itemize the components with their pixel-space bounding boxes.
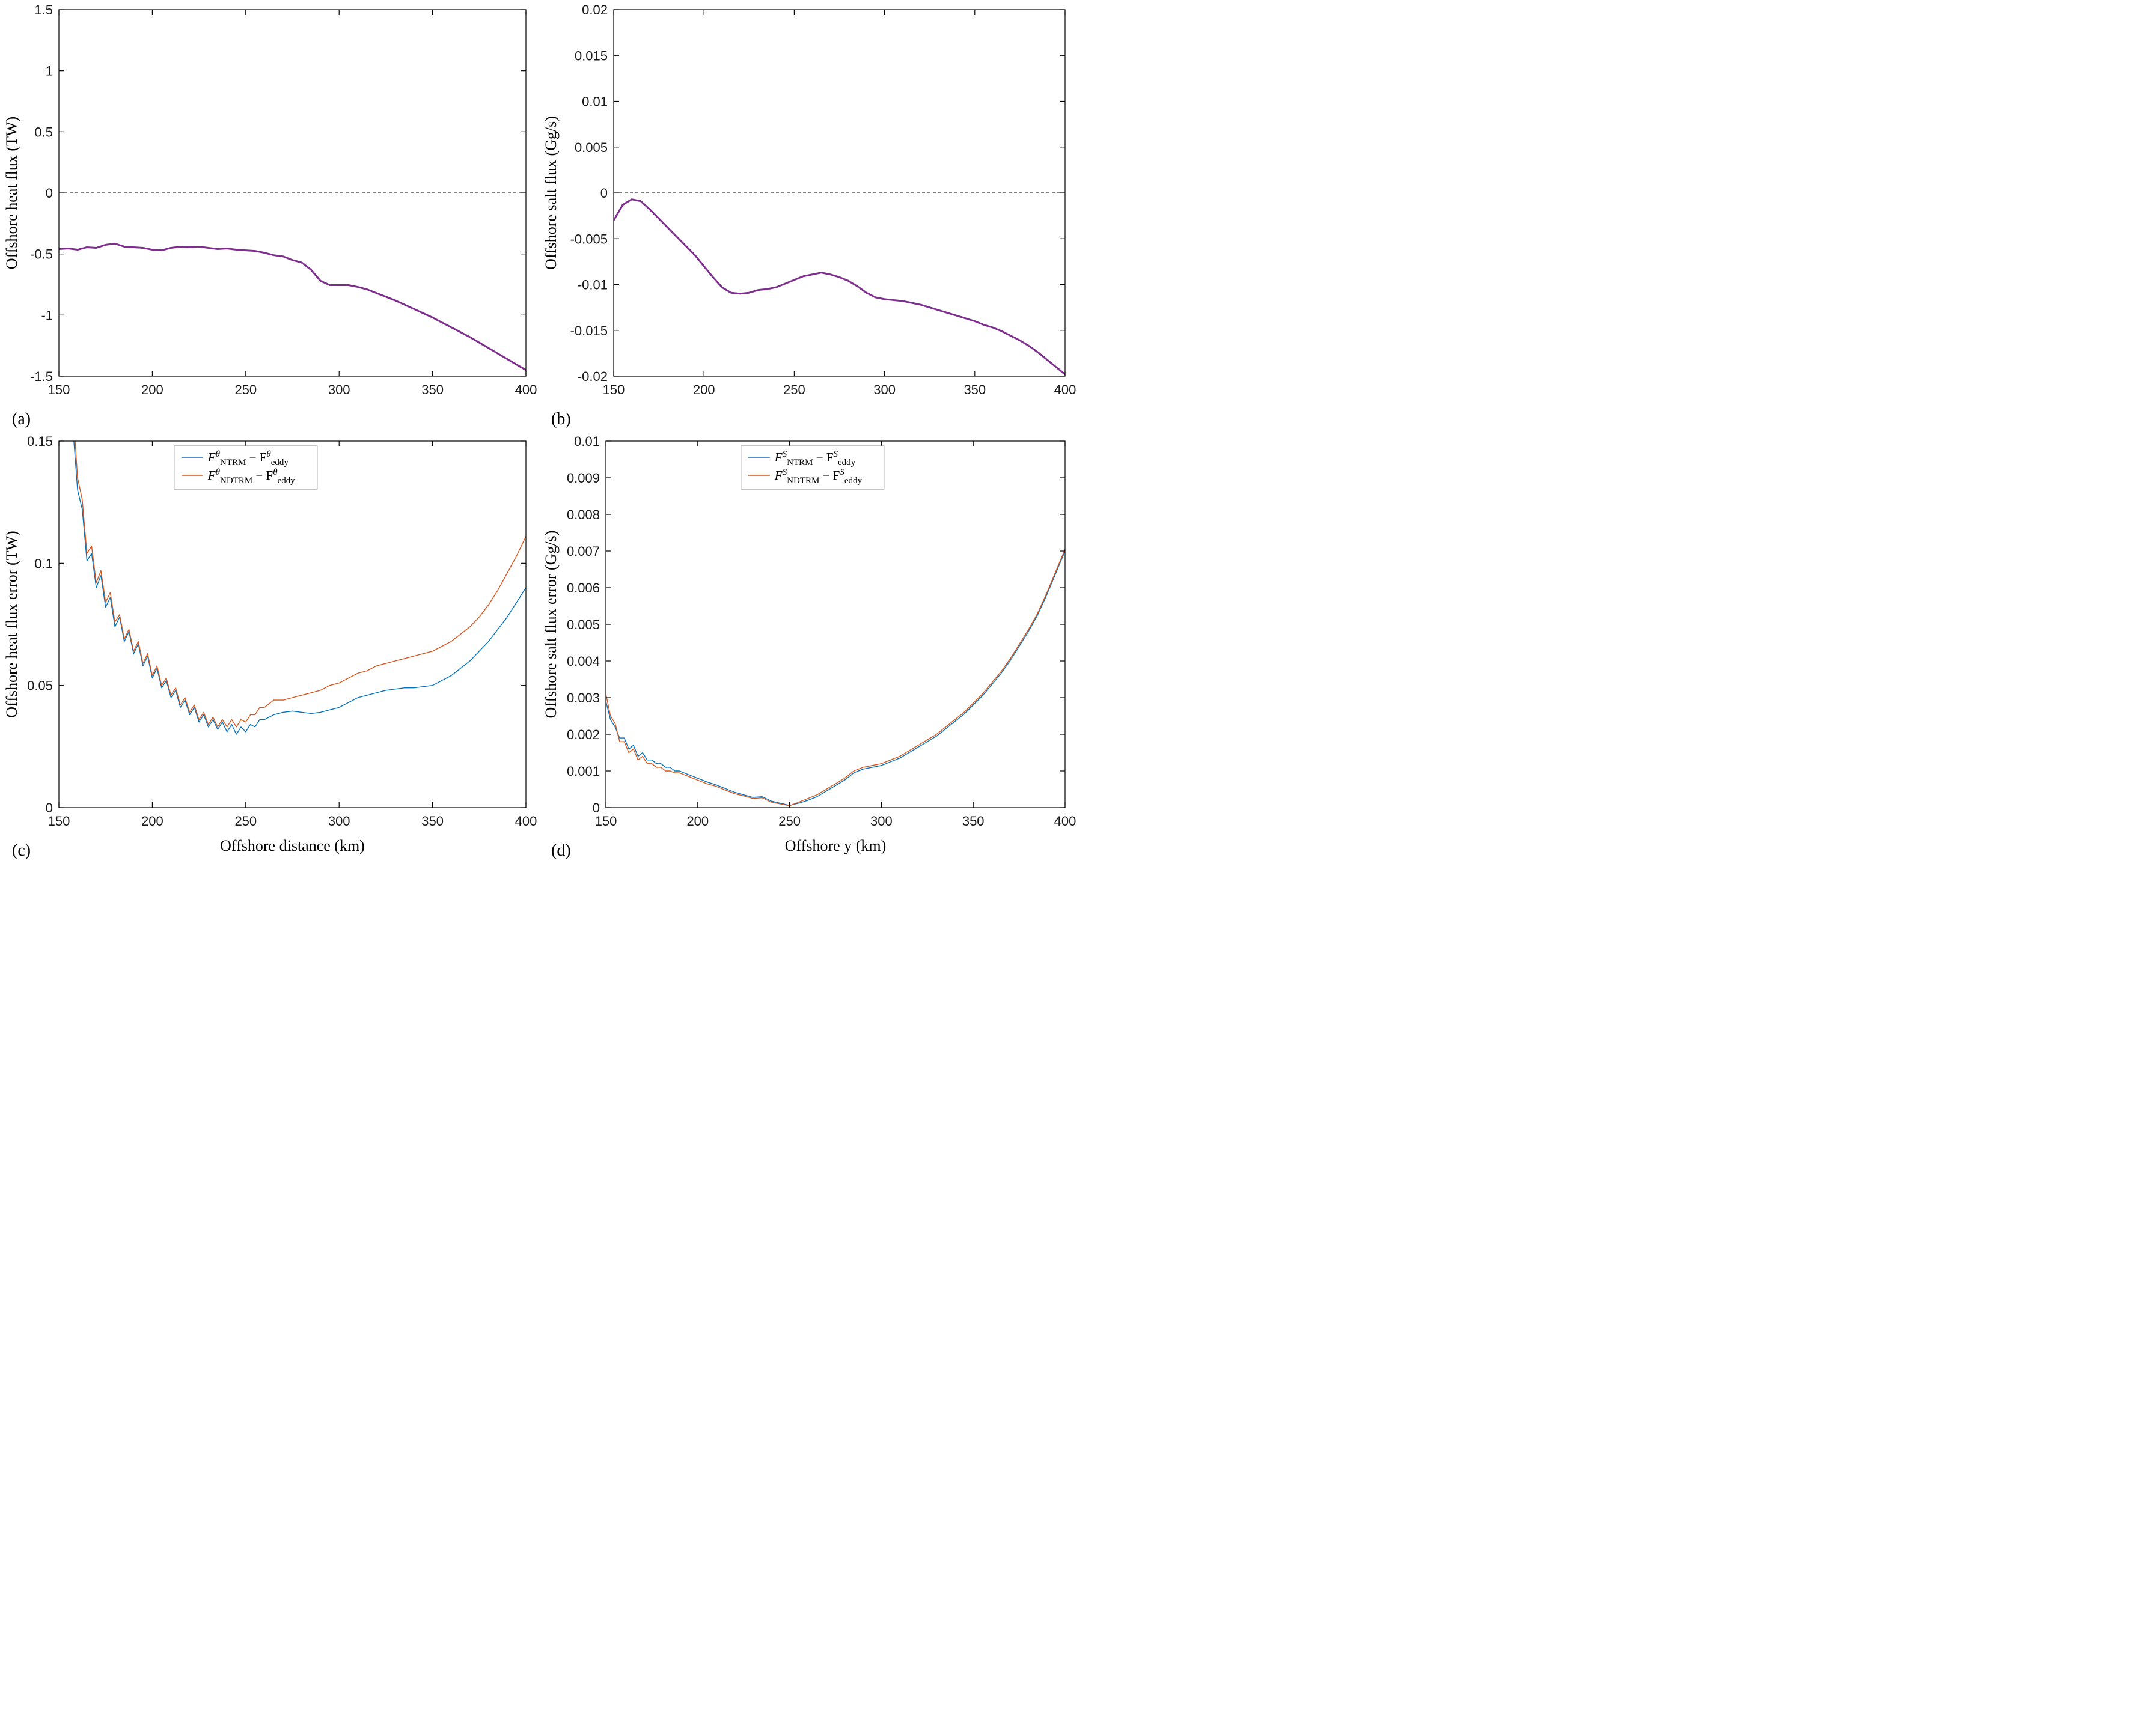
svg-text:-0.005: -0.005 [570,231,608,246]
panel-a-letter: (a) [12,410,31,428]
svg-text:0: 0 [46,800,53,815]
svg-text:0.01: 0.01 [582,94,608,109]
svg-text:400: 400 [1054,382,1076,397]
svg-text:350: 350 [421,814,444,829]
svg-text:300: 300 [328,382,350,397]
svg-text:FSNDTRM − FSeddy: FSNDTRM − FSeddy [774,468,863,486]
svg-text:0.05: 0.05 [27,678,53,693]
svg-text:250: 250 [783,382,805,397]
panel-b-letter: (b) [551,410,571,428]
svg-text:400: 400 [515,814,537,829]
svg-text:Offshore heat flux (TW): Offshore heat flux (TW) [3,117,20,269]
svg-text:-0.02: -0.02 [578,369,608,384]
svg-text:-1: -1 [41,308,53,323]
svg-text:0.1: 0.1 [34,556,53,571]
chart-b-offshore-salt-flux: 150 200 250 300 350 400 -0.02 -0.015 -0.01 -0.005… [542,2,1076,397]
svg-text:0.5: 0.5 [34,124,53,139]
svg-text:250: 250 [234,814,257,829]
svg-text:1: 1 [46,64,53,79]
svg-text:300: 300 [328,814,350,829]
svg-text:0.15: 0.15 [27,434,53,449]
svg-text:0.005: 0.005 [575,140,608,155]
svg-text:0.004: 0.004 [567,654,600,669]
svg-text:350: 350 [963,382,986,397]
panel-d: 150 200 250 300 350 400 0 0.001 0.002 0.003 0.004 0… [539,431,1078,863]
svg-text:200: 200 [693,382,715,397]
svg-text:200: 200 [686,814,709,829]
svg-text:150: 150 [48,814,70,829]
svg-text:Offshore salt flux error (Gg/s: Offshore salt flux error (Gg/s) [542,531,560,719]
svg-text:1.5: 1.5 [34,2,53,17]
svg-text:Offshore distance (km): Offshore distance (km) [220,837,365,854]
svg-text:0.006: 0.006 [567,580,600,595]
svg-text:0.005: 0.005 [567,617,600,632]
svg-text:-1.5: -1.5 [30,369,53,384]
four-panel-figure: 150 200 250 300 350 400 -1.5 -1 -0.5 0 0.5 1 1.5 Offs… [0,0,1078,863]
panel-a: 150 200 250 300 350 400 -1.5 -1 -0.5 0 0.5 1 1.5 Offs… [0,0,539,431]
svg-text:150: 150 [595,814,617,829]
chart-a-offshore-heat-flux: 150 200 250 300 350 400 -1.5 -1 -0.5 0 0.5 1 1.5 Offs… [3,2,537,397]
svg-text:150: 150 [48,382,70,397]
svg-text:FθNTRM − Fθeddy: FθNTRM − Fθeddy [207,449,289,468]
panel-c: 150 200 250 300 350 400 0 0.05 0.1 0.15 Offshore h… [0,431,539,863]
svg-text:0: 0 [46,186,53,201]
svg-text:0: 0 [600,186,608,201]
svg-text:250: 250 [234,382,257,397]
chart-d-offshore-salt-flux-error: 150 200 250 300 350 400 0 0.001 0.002 0.003 0.004 0… [542,434,1076,854]
svg-text:350: 350 [962,814,985,829]
svg-text:400: 400 [515,382,537,397]
svg-text:250: 250 [778,814,801,829]
svg-text:-0.01: -0.01 [578,278,608,293]
svg-text:200: 200 [141,382,163,397]
svg-text:0.008: 0.008 [567,507,600,522]
svg-text:FSNTRM − FSeddy: FSNTRM − FSeddy [774,449,856,468]
svg-text:350: 350 [421,382,444,397]
svg-text:0.01: 0.01 [574,434,600,449]
svg-text:0: 0 [593,800,600,815]
svg-text:FθNDTRM − Fθeddy: FθNDTRM − Fθeddy [207,468,295,486]
panel-c-letter: (c) [12,841,31,860]
panel-b: 150 200 250 300 350 400 -0.02 -0.015 -0.01 -0.005… [539,0,1078,431]
svg-text:0.007: 0.007 [567,544,600,559]
svg-text:300: 300 [870,814,893,829]
svg-text:-0.015: -0.015 [570,323,608,338]
svg-text:-0.5: -0.5 [30,247,53,262]
panel-d-letter: (d) [551,841,571,860]
chart-c-offshore-heat-flux-error: 150 200 250 300 350 400 0 0.05 0.1 0.15 Offshore h… [3,434,537,854]
svg-text:Offshore y (km): Offshore y (km) [785,837,886,854]
svg-text:Offshore salt flux (Gg/s): Offshore salt flux (Gg/s) [542,116,560,270]
svg-text:Offshore heat flux error (TW): Offshore heat flux error (TW) [3,531,20,717]
svg-text:300: 300 [873,382,896,397]
svg-text:0.015: 0.015 [575,48,608,63]
svg-text:0.001: 0.001 [567,764,600,779]
svg-text:0.003: 0.003 [567,690,600,705]
svg-text:150: 150 [603,382,625,397]
svg-text:0.002: 0.002 [567,727,600,742]
svg-text:0.009: 0.009 [567,471,600,486]
svg-text:200: 200 [141,814,163,829]
svg-text:0.02: 0.02 [582,2,608,17]
svg-text:400: 400 [1054,814,1076,829]
